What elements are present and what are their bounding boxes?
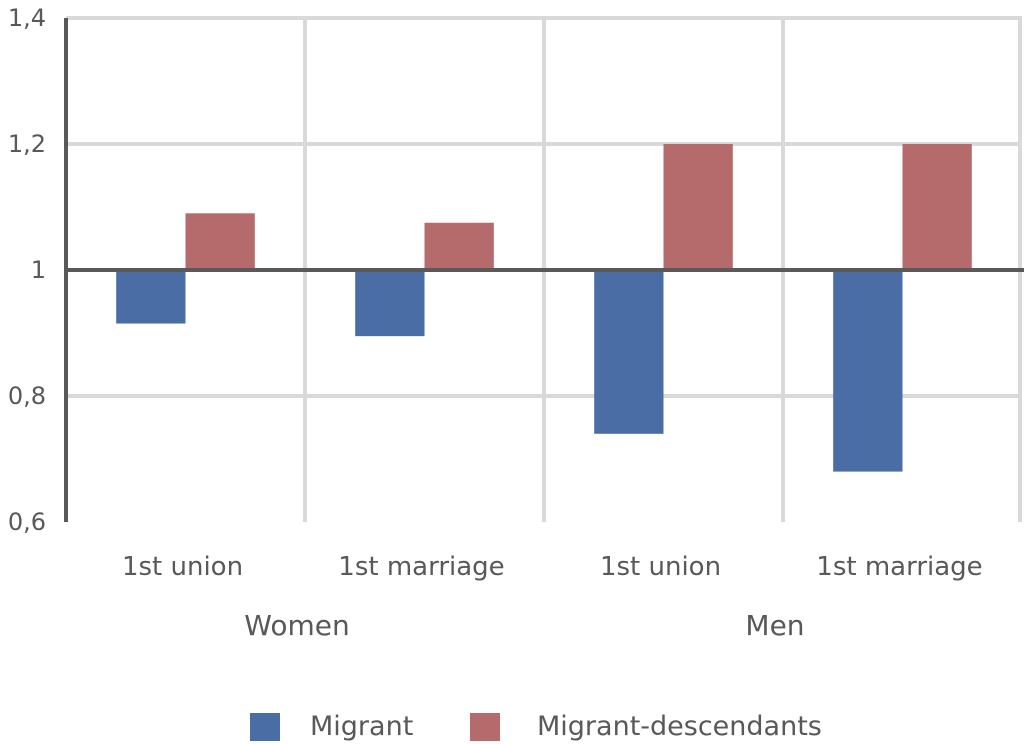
bar-migrant-0 [116, 270, 186, 324]
x-category-labels: 1st union 1st marriage 1st union 1st marria… [122, 552, 983, 642]
bar-migrant-2 [594, 270, 664, 434]
bar-migrant-descendants-1 [424, 222, 494, 270]
bar-migrant-descendants-2 [663, 144, 733, 270]
x-category-label: 1st marriage [338, 552, 504, 582]
legend-label: Migrant-descendants [537, 711, 822, 742]
y-tick-label: 0,6 [8, 508, 46, 536]
x-category-label: 1st union [122, 552, 243, 582]
legend-swatch [470, 713, 500, 741]
bar-migrant-descendants-0 [185, 213, 255, 270]
y-tick-label: 0,8 [8, 382, 46, 410]
x-category-label: 1st union [600, 552, 721, 582]
y-tick-label: 1 [31, 256, 46, 284]
y-tick-labels: 0,6 0,8 1 1,2 1,4 [8, 4, 46, 536]
axes [64, 18, 1024, 522]
legend: Migrant Migrant-descendants [250, 711, 822, 742]
x-group-label: Women [244, 609, 349, 642]
y-tick-label: 1,2 [8, 130, 46, 158]
bar-migrant-descendants-3 [902, 144, 972, 270]
x-group-label: Men [745, 609, 804, 642]
bar-migrant-3 [833, 270, 903, 472]
x-category-label: 1st marriage [816, 552, 982, 582]
bar-migrant-1 [355, 270, 425, 337]
y-tick-label: 1,4 [8, 4, 46, 32]
legend-label: Migrant [310, 711, 413, 742]
bars [116, 144, 972, 472]
legend-swatch [250, 713, 280, 741]
